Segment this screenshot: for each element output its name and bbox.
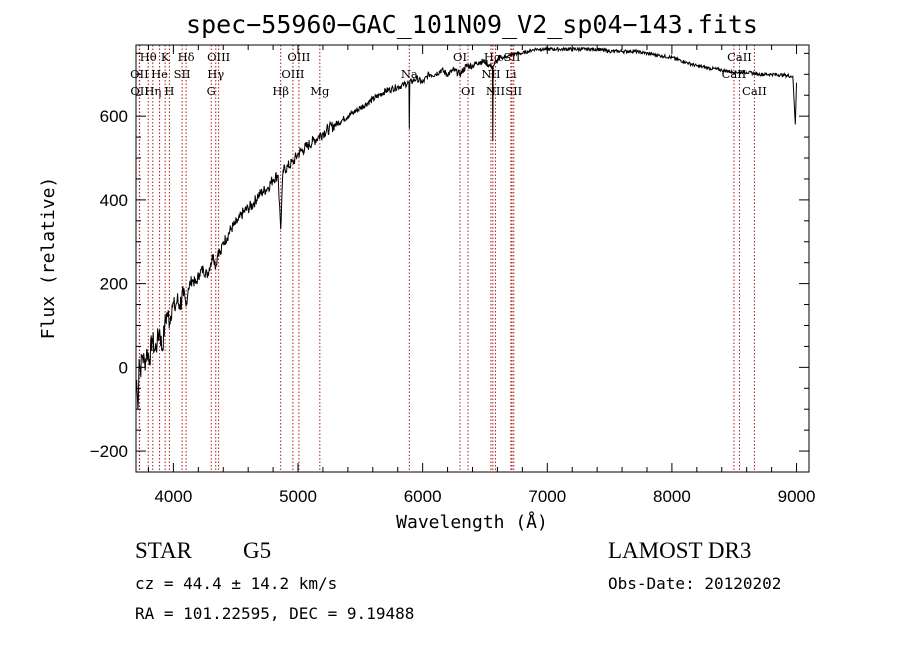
y-tick-label-2: 200 [100, 275, 128, 294]
spectral-line-label-16: Na [401, 67, 418, 81]
spectral-line-label-26: CaII [722, 67, 747, 81]
spectral-line-label-18: OI [461, 84, 475, 98]
spectral-line-label-21: NII [486, 84, 505, 98]
spectral-line-label-5: K [161, 50, 170, 64]
spectral-line-label-6: H [164, 84, 174, 98]
x-tick-label-1: 5000 [279, 487, 317, 506]
axis-ticks: 4000 5000 6000 7000 8000 9000 −200 0 200 400 600 [90, 45, 816, 506]
spectral-line-label-25: CaII [727, 50, 752, 64]
spectral-line-label-13: OIII [287, 50, 310, 64]
object-subclass: G5 [243, 538, 272, 563]
y-tick-label-1: 0 [119, 358, 128, 377]
y-axis-label: Flux (relative) [38, 177, 59, 340]
spectral-line-label-0: Hθ [140, 50, 157, 64]
spectral-line-label-3: Hη [144, 84, 161, 98]
spectral-line-label-10: Hγ [207, 67, 224, 81]
spectral-line-label-15: Mg [310, 84, 330, 98]
x-tick-label-4: 8000 [653, 487, 691, 506]
redshift-velocity: cz = 44.4 ± 14.2 km/s [135, 574, 338, 593]
x-tick-label-0: 4000 [154, 487, 192, 506]
y-tick-label-4: 600 [100, 107, 128, 126]
chart-title: spec−55960−GAC_101N09_V2_sp04−143.fits [186, 10, 758, 39]
observation-date: Obs-Date: 20120202 [608, 574, 782, 593]
x-axis-label: Wavelength (Å) [396, 511, 548, 533]
spectrum-series-line [136, 45, 797, 410]
spectral-line-label-17: OI [453, 50, 467, 64]
y-tick-label-3: 400 [100, 191, 128, 210]
spectral-line-label-24: SII [505, 84, 522, 98]
spectral-line-label-2: OII [130, 84, 149, 98]
x-tick-label-5: 9000 [778, 487, 816, 506]
spectral-line-label-12: Hβ [272, 84, 289, 98]
spectral-line-label-9: OIII [207, 50, 230, 64]
survey-name: LAMOST DR3 [608, 538, 752, 563]
coordinates: RA = 101.22595, DEC = 9.19488 [135, 604, 415, 623]
spectral-line-label-11: G [207, 84, 216, 98]
spectral-line-label-7: SII [174, 67, 191, 81]
spectral-line-label-23: Li [505, 67, 517, 81]
spectral-line-label-27: CaII [742, 84, 767, 98]
x-tick-label-3: 7000 [528, 487, 566, 506]
y-tick-label-0: −200 [90, 442, 128, 461]
object-class: STAR [135, 538, 192, 563]
x-tick-label-2: 6000 [404, 487, 442, 506]
plot-frame [135, 44, 810, 473]
spectral-line-label-8: Hδ [178, 50, 195, 64]
spectral-line-label-20: NII [481, 67, 500, 81]
spectral-line-label-14: OIII [281, 67, 304, 81]
spectral-line-label-4: He [151, 67, 168, 81]
